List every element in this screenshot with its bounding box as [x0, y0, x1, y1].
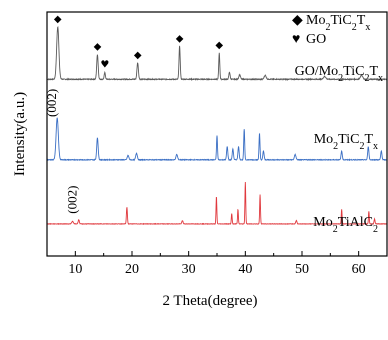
series-line-0: [46, 26, 388, 82]
peak-marker-2: ♥: [100, 60, 109, 71]
series-label-2: Mo2TiAlC2: [313, 215, 378, 235]
peak-marker-3: ◆: [134, 50, 142, 61]
legend: ◆ Mo2TiC2Tx ♥ GO: [292, 13, 370, 47]
x-tick-label: 60: [352, 262, 366, 277]
series-label-0: GO/Mo2TiC2Tx: [295, 64, 383, 84]
x-tick-label: 10: [68, 262, 82, 277]
series-line-1: [46, 117, 388, 162]
x-tick-label: 20: [125, 262, 139, 277]
annotation-1: (002): [65, 186, 80, 214]
peak-marker-0: ◆: [54, 14, 62, 25]
x-tick-label: 30: [182, 262, 196, 277]
legend-label-1: GO: [306, 32, 326, 47]
peak-marker-5: ◆: [215, 40, 223, 51]
x-tick-label: 50: [295, 262, 309, 277]
series-layer: [46, 26, 388, 225]
legend-symbol-1: ♥: [292, 32, 300, 47]
x-tick-layer: 10 20 30 40 50 60: [46, 251, 388, 277]
y-axis-label: Intensity(a.u.): [12, 92, 28, 176]
annotation-0: (002): [44, 89, 59, 117]
series-line-2: [46, 181, 388, 225]
annotation-layer: (002) (002): [44, 89, 80, 214]
legend-symbol-0: ◆: [292, 13, 303, 28]
legend-label-0: Mo2TiC2Tx: [306, 13, 370, 33]
peak-marker-layer: ◆ ◆ ♥ ◆ ◆ ◆: [54, 14, 223, 71]
series-label-layer: GO/Mo2TiC2Tx Mo2TiC2Tx Mo2TiAlC2: [295, 64, 383, 235]
x-tick-label: 40: [238, 262, 252, 277]
x-axis-label: 2 Theta(degree): [162, 293, 257, 309]
series-label-1: Mo2TiC2Tx: [314, 132, 378, 152]
peak-marker-1: ◆: [94, 42, 102, 53]
peak-marker-4: ◆: [176, 33, 184, 44]
